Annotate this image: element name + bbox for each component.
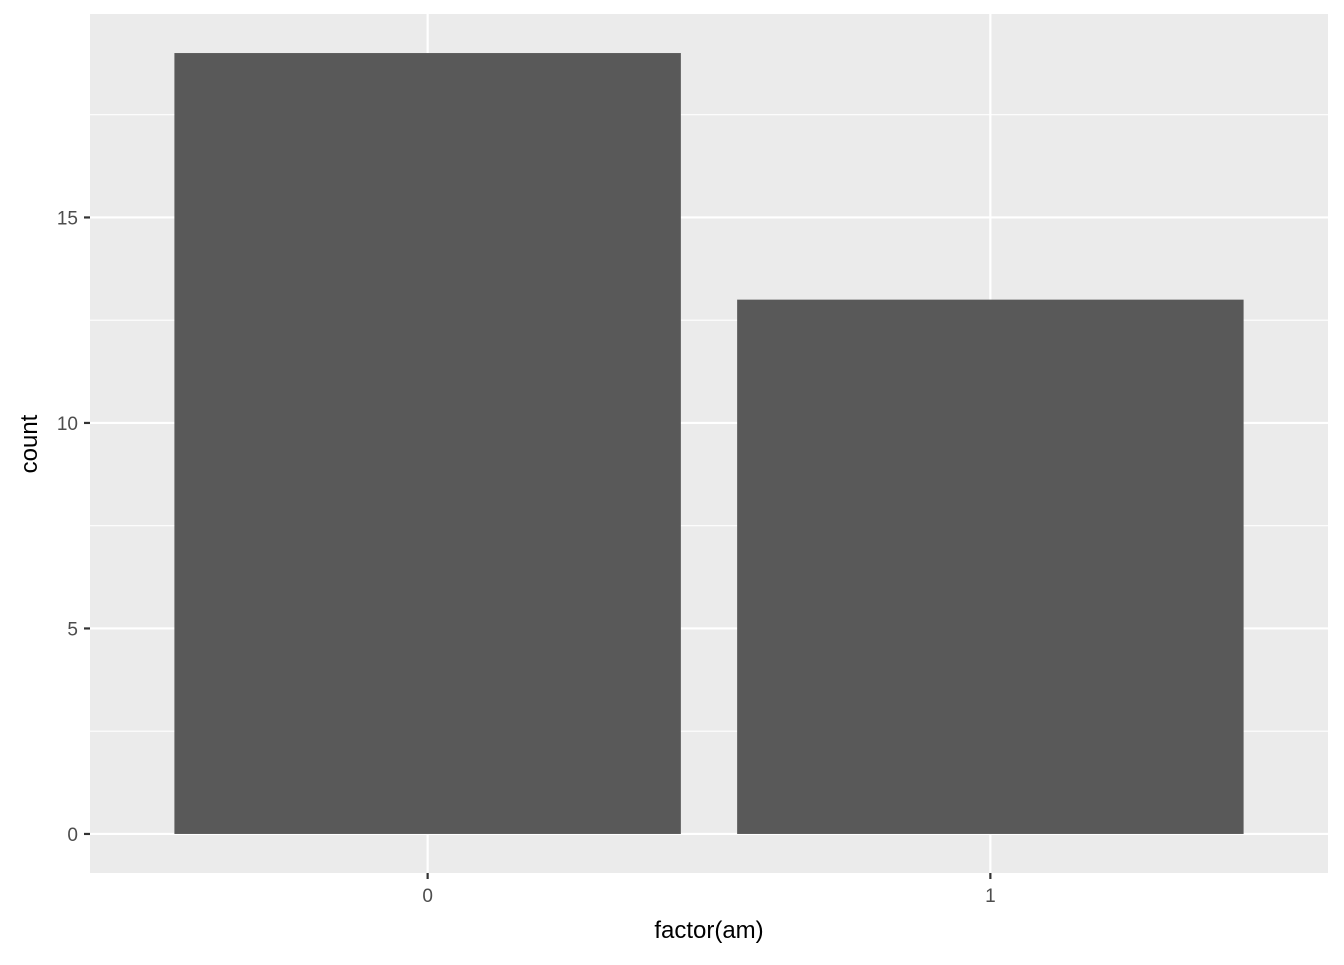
x-axis-title: factor(am) [654,917,763,944]
y-tick-label: 10 [57,414,78,435]
x-tick-label: 0 [422,886,433,907]
y-axis-title: count [16,414,43,473]
bar-1 [737,299,1244,834]
y-tick-label: 5 [67,619,78,640]
bar-0 [174,53,681,834]
y-tick-label: 15 [57,208,78,229]
axes: 0 5 10 15 0 1 [57,208,996,907]
y-tick-label: 0 [67,825,78,846]
bars [174,53,1244,834]
x-tick-label: 1 [985,886,996,907]
